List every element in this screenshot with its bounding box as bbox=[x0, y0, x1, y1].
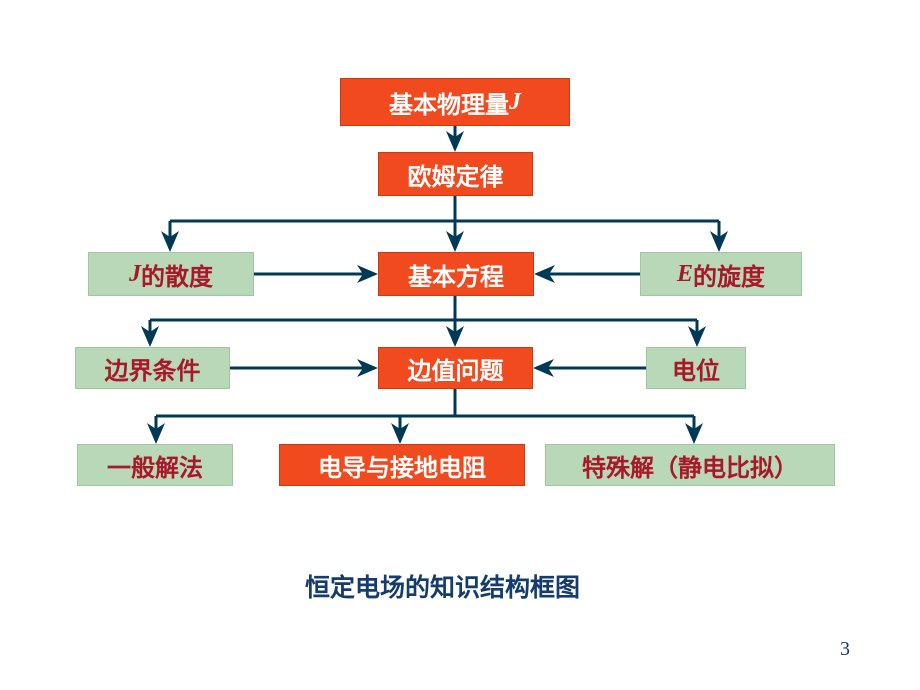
page-number: 3 bbox=[840, 638, 850, 661]
node-n3: J 的散度 bbox=[88, 252, 254, 296]
node-n5: E 的旋度 bbox=[640, 252, 802, 296]
node-n1: 基本物理量J bbox=[340, 78, 570, 126]
node-n6: 边界条件 bbox=[75, 347, 230, 389]
node-n7: 边值问题 bbox=[378, 347, 533, 389]
node-n8: 电位 bbox=[646, 347, 746, 389]
node-n4: 基本方程 bbox=[378, 252, 534, 296]
node-n11: 特殊解（静电比拟） bbox=[545, 444, 835, 486]
node-n2: 欧姆定律 bbox=[378, 152, 533, 196]
diagram-caption: 恒定电场的知识结构框图 bbox=[305, 568, 580, 604]
node-n10: 电导与接地电阻 bbox=[279, 444, 525, 486]
node-n9: 一般解法 bbox=[77, 444, 233, 486]
